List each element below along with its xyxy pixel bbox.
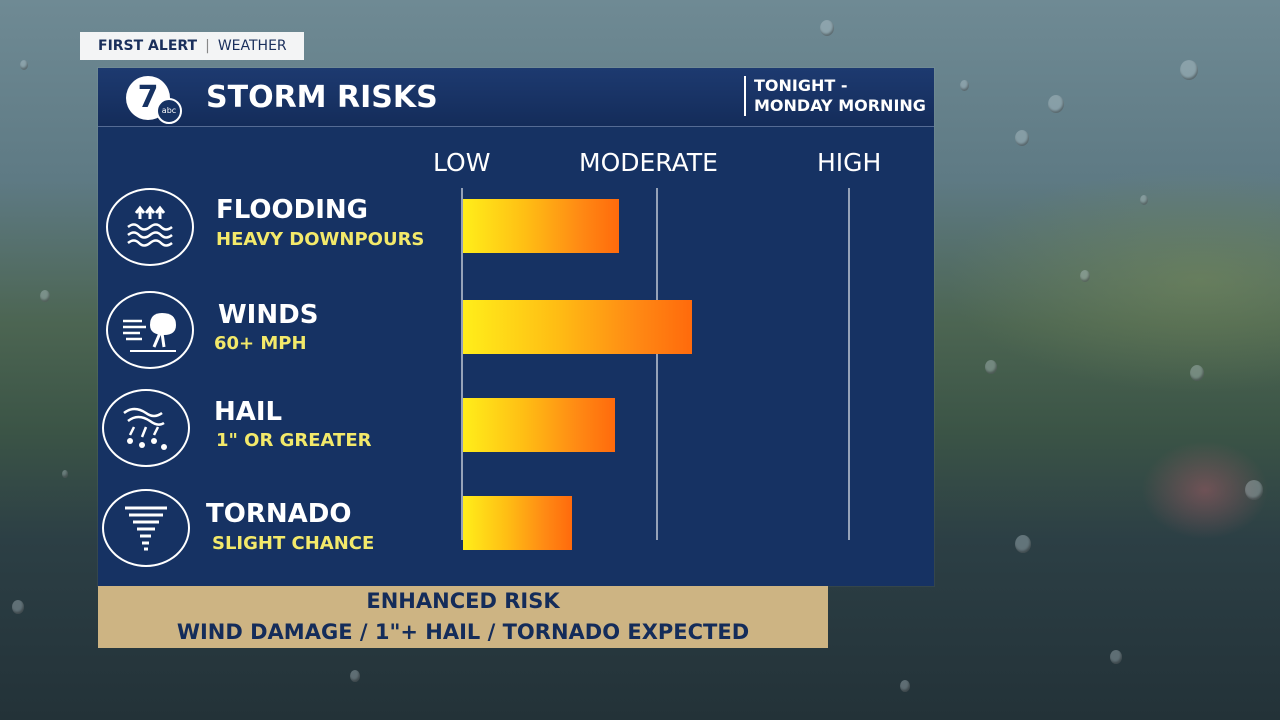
wind-tree-icon	[106, 291, 194, 369]
panel-header: 7 abc STORM RISKS TONIGHT - MONDAY MORNI…	[98, 68, 934, 127]
hail-icon	[102, 389, 190, 467]
risk-bar-tornado	[463, 496, 573, 550]
risk-details: WIND DAMAGE / 1"+ HAIL / TORNADO EXPECTE…	[176, 620, 750, 644]
first-alert-weather-tag: FIRST ALERT | WEATHER	[80, 32, 304, 60]
period-line-1: TONIGHT -	[754, 76, 848, 95]
weather-label: WEATHER	[217, 38, 287, 54]
risk-sub-hail: 1" OR GREATER	[216, 430, 372, 451]
rising-water-icon	[106, 188, 194, 266]
period-line-2: MONDAY MORNING	[754, 96, 926, 115]
risk-sub-flooding: HEAVY DOWNPOURS	[216, 229, 425, 250]
forecast-period: TONIGHT - MONDAY MORNING	[744, 76, 926, 116]
station-logo: 7	[126, 76, 170, 120]
risk-name-flooding: FLOODING	[216, 195, 368, 225]
tornado-icon	[102, 489, 190, 567]
logo-number: 7	[137, 80, 159, 115]
gridline-moderate	[656, 188, 658, 540]
risk-summary-banner: ENHANCED RISK WIND DAMAGE / 1"+ HAIL / T…	[98, 586, 828, 648]
risk-bar-winds	[463, 300, 693, 354]
tag-divider: |	[205, 38, 210, 54]
risk-bar-hail	[463, 398, 616, 452]
risk-sub-winds: 60+ MPH	[214, 333, 307, 354]
scale-label-moderate: MODERATE	[579, 148, 718, 177]
gridline-low	[461, 188, 463, 540]
storm-risks-panel: 7 abc STORM RISKS TONIGHT - MONDAY MORNI…	[98, 68, 934, 586]
risk-sub-tornado: SLIGHT CHANCE	[212, 533, 375, 554]
scale-label-high: HIGH	[817, 148, 882, 177]
first-alert-label: FIRST ALERT	[98, 38, 198, 54]
risk-bar-flooding	[463, 199, 619, 253]
risk-name-tornado: TORNADO	[206, 499, 352, 529]
risk-level: ENHANCED RISK	[366, 589, 560, 613]
page-title: STORM RISKS	[206, 80, 438, 115]
gridline-high	[848, 188, 850, 540]
scale-label-low: LOW	[433, 148, 491, 177]
network-logo: abc	[156, 98, 182, 124]
risk-name-hail: HAIL	[214, 397, 283, 427]
risk-name-winds: WINDS	[218, 300, 319, 330]
